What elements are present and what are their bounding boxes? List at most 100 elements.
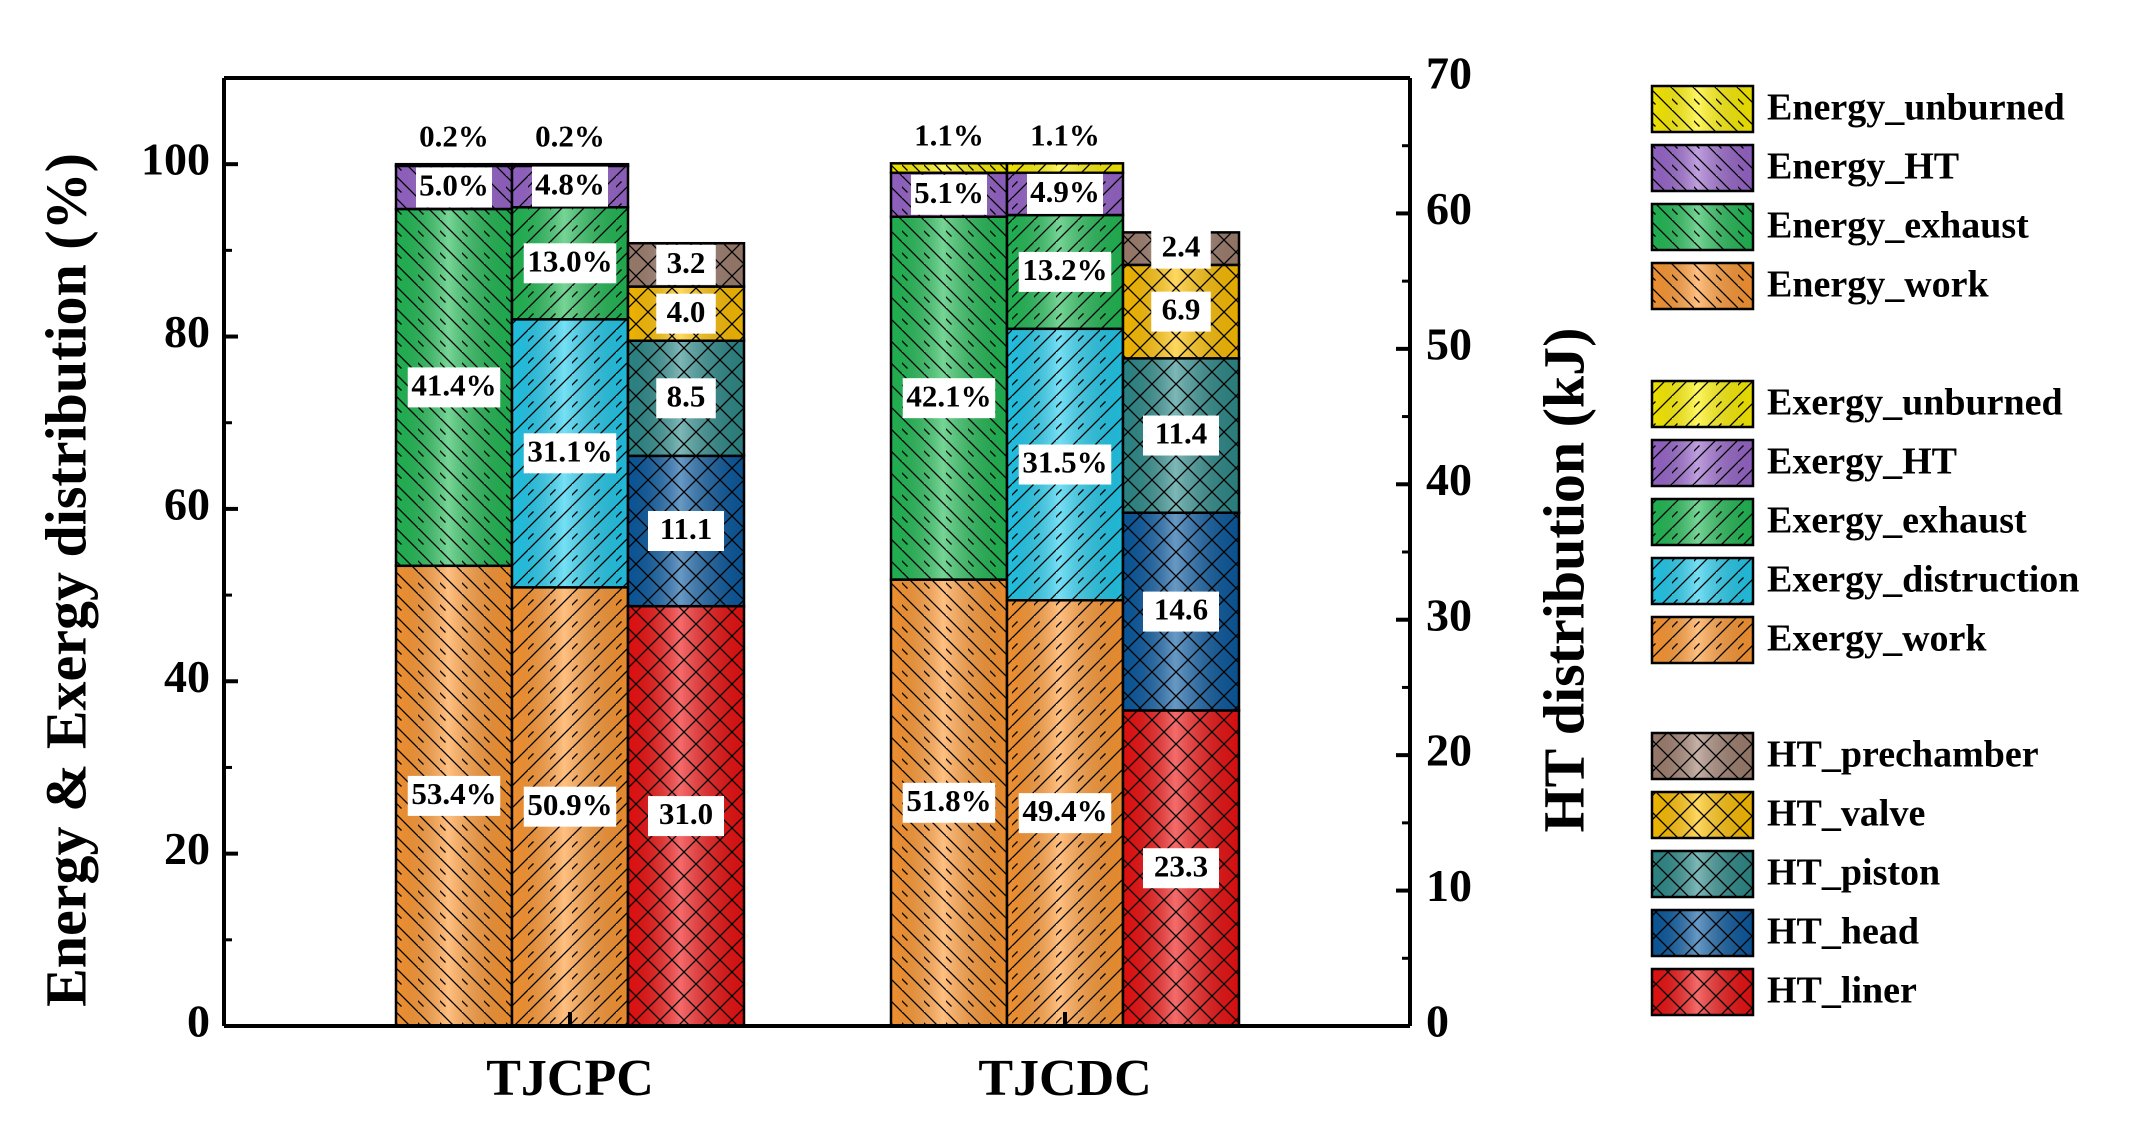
- bar-tjcdc-ht-liner: [1121, 709, 1241, 1028]
- bar-tjcpc-exergy-exhaust-label: 13.0%: [523, 243, 617, 284]
- bar-tjcpc-ht-valve-label-text: 4.0: [667, 294, 706, 329]
- bar-tjcpc-ht-liner-label-text: 31.0: [659, 796, 713, 831]
- legend-energy-unburned-text: Energy_unburned: [1767, 87, 2065, 129]
- bar-tjcdc-exergy-unburned-label: 1.1%: [1030, 117, 1100, 152]
- y-tick-label-40: 40: [164, 651, 210, 702]
- legend-ht-piston: HT_piston: [1650, 849, 1940, 899]
- bar-tjcpc-energy-exhaust-label-text: 41.4%: [411, 368, 496, 403]
- legend: Energy_unburned Energy_HT Energy_exhaust En…: [1650, 84, 2079, 1017]
- legend-ht-head: HT_head: [1650, 908, 1919, 958]
- bar-tjcdc-ht-piston-label-text: 11.4: [1155, 416, 1208, 451]
- bar-tjcdc-ht-liner-label-bg: [1143, 848, 1219, 889]
- bar-tjcdc-energy-ht-label-bg: [911, 174, 987, 215]
- y2-tick-label-60: 60: [1426, 183, 1472, 234]
- bar-tjcdc-exergy-unburned-outline: [1005, 162, 1125, 175]
- y2-tick-label-10: 10: [1426, 860, 1472, 911]
- legend-exergy-ht: Exergy_HT: [1650, 438, 1957, 488]
- bar-tjcdc-energy-work-label: 51.8%: [902, 782, 996, 823]
- bar-tjcpc-ht-head-label-bg: [648, 511, 724, 552]
- bar-tjcpc-ht-piston: [626, 339, 746, 458]
- bar-tjcpc-energy-ht-label: 5.0%: [416, 167, 492, 208]
- legend-exergy-distruction-text: Exergy_distruction: [1767, 559, 2079, 601]
- bar-tjcpc-energy-work-label-bg: [407, 775, 501, 816]
- bar-tjcpc-exergy-ht-label-bg: [532, 166, 608, 207]
- legend-energy-ht-swatch: [1650, 143, 1755, 193]
- bar-tjcpc-exergy-unburned: [510, 162, 630, 168]
- bar-tjcpc-exergy-work-label: 50.9%: [523, 786, 617, 827]
- bar-tjcdc-exergy-exhaust-label-bg: [1018, 251, 1112, 292]
- legend-energy-ht: Energy_HT: [1650, 143, 1959, 193]
- bar-tjcdc-energy-unburned-label: 1.1%: [914, 117, 984, 152]
- bar-tjcpc-energy-unburned-label-text: 0.2%: [419, 118, 489, 153]
- bar-tjcpc-exergy-unburned-label-text: 0.2%: [535, 118, 605, 153]
- bar-tjcdc-exergy-distruction-label: 31.5%: [1018, 444, 1112, 485]
- legend-energy-exhaust-text: Energy_exhaust: [1767, 205, 2029, 247]
- legend-energy-ht-text: Energy_HT: [1767, 146, 1959, 188]
- legend-ht-liner-swatch: [1650, 967, 1755, 1017]
- bar-tjcpc-exergy-distruction-label-bg: [523, 433, 617, 474]
- bar-tjcdc-energy-exhaust-label-text: 42.1%: [906, 378, 991, 413]
- y2-tick-label-20: 20: [1426, 725, 1472, 776]
- legend-energy-unburned-swatch: [1650, 84, 1755, 134]
- y2-axis-title: HT distribution (kJ): [1531, 328, 1596, 833]
- legend-energy-unburned: Energy_unburned: [1650, 84, 2065, 134]
- right-ticks-layer: 0 10 20 30 40 50 60 70: [1396, 48, 1472, 1047]
- y-tick-label-0: 0: [187, 996, 210, 1047]
- bar-tjcdc-energy-ht-label-text: 5.1%: [914, 175, 984, 210]
- bar-tjcpc-energy-work-label-text: 53.4%: [411, 776, 496, 811]
- bar-tjcdc-energy-unburned: [889, 162, 1009, 175]
- legend-ht-liner: HT_liner: [1650, 967, 1917, 1017]
- y-axis-title: Energy & Exergy distribution (%): [33, 153, 98, 1007]
- bar-tjcdc-ht-prechamber-label-bg: [1151, 228, 1211, 269]
- bar-tjcdc-ht-head-label-text: 14.6: [1154, 592, 1208, 627]
- bar-tjcdc-ht-piston-label: 11.4: [1143, 415, 1219, 456]
- bar-tjcdc-ht-prechamber-label: 2.4: [1151, 228, 1211, 269]
- bar-tjcpc-energy-exhaust-label: 41.4%: [407, 367, 501, 408]
- bar-tjcdc-exergy-exhaust-label: 13.2%: [1018, 251, 1112, 292]
- bar-tjcdc-ht-piston-label-bg: [1143, 415, 1219, 456]
- bar-tjcdc-exergy-exhaust-label-text: 13.2%: [1022, 252, 1107, 287]
- legend-ht-prechamber-swatch: [1650, 731, 1755, 781]
- bar-tjcpc-ht-piston-label-text: 8.5: [667, 378, 706, 413]
- bar-tjcdc-exergy-work-label-text: 49.4%: [1022, 793, 1107, 828]
- bar-tjcdc-ht-valve-label-text: 6.9: [1162, 292, 1201, 327]
- bar-tjcpc-ht-head: [626, 454, 746, 608]
- bar-tjcdc-energy-work-label-bg: [902, 782, 996, 823]
- category-labels-layer: TJCPC TJCDC: [486, 1012, 1152, 1107]
- bar-tjcpc-ht-valve-label: 4.0: [656, 293, 716, 334]
- legend-exergy-work: Exergy_work: [1650, 615, 1987, 665]
- y2-tick-label-30: 30: [1426, 589, 1472, 640]
- legend-exergy-unburned-swatch: [1650, 379, 1755, 429]
- left-ticks-layer: 0 20 40 60 80 100: [141, 134, 238, 1047]
- bar-tjcdc-exergy-distruction-label-bg: [1018, 444, 1112, 485]
- bar-tjcdc-ht-head-label: 14.6: [1143, 591, 1219, 632]
- bar-tjcdc-energy-exhaust-label-bg: [902, 378, 996, 419]
- bar-tjcdc-exergy-work-label-bg: [1018, 793, 1112, 834]
- bar-tjcpc-ht-prechamber-label-bg: [656, 244, 716, 285]
- bar-tjcpc-exergy-unburned-label: 0.2%: [535, 118, 605, 153]
- bar-tjcdc-ht-head-label-bg: [1143, 591, 1219, 632]
- y2-tick-label-70: 70: [1426, 48, 1472, 99]
- bar-tjcpc-exergy-exhaust-label-text: 13.0%: [527, 243, 612, 278]
- legend-ht-prechamber-text: HT_prechamber: [1767, 734, 2039, 776]
- segment-labels-layer: 53.4% 41.4% 5.0% 0.2% 50.9% 31.1% 13.0% 4.8% 0.2…: [407, 117, 1219, 889]
- legend-exergy-distruction-swatch: [1650, 556, 1755, 606]
- y-tick-label-80: 80: [164, 306, 210, 357]
- legend-exergy-ht-swatch: [1650, 438, 1755, 488]
- bar-tjcpc-exergy-work-label-text: 50.9%: [527, 787, 612, 822]
- legend-energy-work-swatch: [1650, 261, 1755, 311]
- bar-tjcpc-ht-prechamber-label-text: 3.2: [667, 245, 706, 280]
- bar-tjcdc-ht-valve-label-bg: [1151, 291, 1211, 332]
- bar-tjcpc-ht-piston-label-bg: [656, 378, 716, 419]
- bar-tjcpc-ht-valve-label-bg: [656, 293, 716, 334]
- legend-exergy-exhaust: Exergy_exhaust: [1650, 497, 2027, 547]
- bar-tjcpc-ht-liner-label: 31.0: [648, 796, 724, 837]
- bar-tjcpc-ht-piston-outline: [626, 339, 746, 458]
- legend-ht-valve: HT_valve: [1650, 790, 1925, 840]
- bar-tjcpc-energy-unburned-outline: [394, 162, 514, 168]
- legend-energy-exhaust-swatch: [1650, 202, 1755, 252]
- y2-tick-label-0: 0: [1426, 996, 1449, 1047]
- legend-ht-valve-text: HT_valve: [1767, 793, 1925, 835]
- bar-tjcpc-ht-head-label-text: 11.1: [660, 511, 713, 546]
- bar-tjcpc-energy-exhaust-label-bg: [407, 367, 501, 408]
